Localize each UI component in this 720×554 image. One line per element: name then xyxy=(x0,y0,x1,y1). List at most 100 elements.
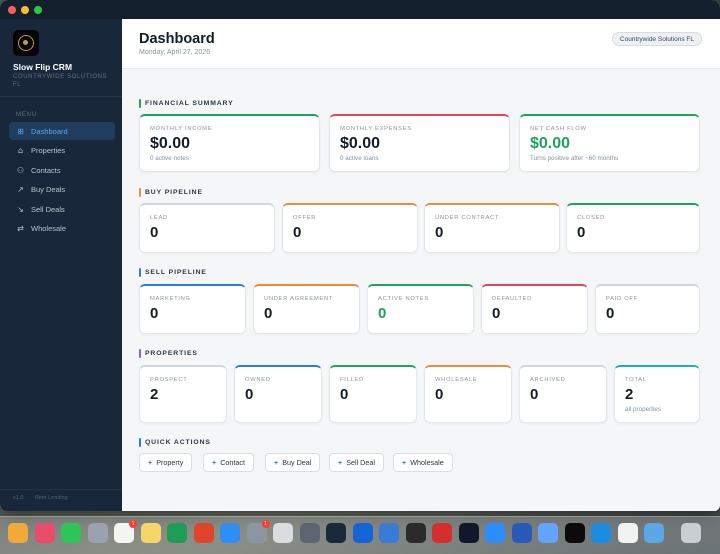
card-sub: all properties xyxy=(625,406,662,413)
add-buy-deal-button[interactable]: + Buy Deal xyxy=(265,453,321,472)
sidebar-item-label: Dashboard xyxy=(31,126,68,136)
footer-note: Rent Lending xyxy=(34,495,68,501)
add-property-button[interactable]: + Property xyxy=(139,453,193,472)
crm-icon[interactable] xyxy=(564,523,585,543)
button-label: Property xyxy=(156,458,184,467)
sidebar-item-contacts[interactable]: ⚇ Contacts xyxy=(9,161,115,179)
notes-icon[interactable] xyxy=(140,523,161,543)
users-icon: ⚇ xyxy=(16,165,25,175)
card-value: 0 xyxy=(245,386,254,403)
print-icon[interactable] xyxy=(511,523,532,543)
card-monthly-income: MONTHLY INCOME $0.00 0 active notes xyxy=(139,114,320,172)
card-active-notes: ACTIVE NOTES 0 xyxy=(367,284,474,334)
sidebar-item-wholesale[interactable]: ⇄ Wholesale xyxy=(9,220,115,238)
card-value: 0 xyxy=(150,224,159,241)
facetime-icon[interactable] xyxy=(61,523,81,543)
photos-icon[interactable] xyxy=(34,523,55,543)
title-bar xyxy=(0,0,720,19)
numbers-icon[interactable] xyxy=(167,523,187,543)
finder-icon[interactable] xyxy=(8,523,28,543)
card-label: MONTHLY INCOME xyxy=(150,126,213,132)
zoom-icon[interactable] xyxy=(485,523,505,543)
collapse-icon[interactable] xyxy=(273,523,293,543)
home-icon: ⌂ xyxy=(17,146,24,155)
sidebar-item-sell-deals[interactable]: ↘ Sell Deals xyxy=(9,200,115,218)
disk-icon[interactable] xyxy=(644,523,664,543)
card-label: CLOSED xyxy=(577,215,606,221)
plus-icon: + xyxy=(402,458,407,467)
org-selector-pill[interactable]: Countrywide Solutions FL xyxy=(611,32,702,46)
pdf-icon[interactable] xyxy=(432,523,452,543)
card-owned: OWNED 0 xyxy=(234,365,322,423)
card-prospect: PROSPECT 2 xyxy=(139,365,227,423)
chrome-icon[interactable] xyxy=(246,523,267,543)
menu-label: MENU xyxy=(16,112,37,118)
plus-icon: + xyxy=(212,458,217,467)
sidebar-footer-divider xyxy=(0,489,122,490)
notification-badge: 1 xyxy=(129,520,137,528)
contacts-icon[interactable] xyxy=(87,523,108,543)
card-label: FILLED xyxy=(340,377,364,383)
terminal-icon[interactable] xyxy=(458,523,479,543)
card-value: 0 xyxy=(577,224,586,241)
card-label: OWNED xyxy=(245,377,271,383)
close-window-button[interactable] xyxy=(8,6,16,14)
card-value: 0 xyxy=(435,386,444,403)
notification-badge: 1 xyxy=(261,520,270,528)
section-title-quick-actions: QUICK ACTIONS xyxy=(139,438,211,447)
pages-icon[interactable] xyxy=(193,523,214,543)
sidebar-item-dashboard[interactable]: ⊞ Dashboard xyxy=(9,122,115,140)
section-title-financial: FINANCIAL SUMMARY xyxy=(139,99,234,108)
logo-icon xyxy=(18,35,34,51)
card-value: 0 xyxy=(293,224,302,241)
card-label: UNDER CONTRACT xyxy=(435,215,500,221)
add-sell-deal-button[interactable]: + Sell Deal xyxy=(329,453,384,472)
card-value: 0 xyxy=(606,305,615,322)
sidebar-item-buy-deals[interactable]: ↗ Buy Deals xyxy=(9,181,115,199)
voice-memos-icon[interactable] xyxy=(617,523,638,543)
card-label: TOTAL xyxy=(625,377,647,383)
calculator-icon[interactable] xyxy=(299,523,320,543)
minimize-window-button[interactable] xyxy=(21,6,29,14)
button-label: Contact xyxy=(220,458,245,467)
section-title-buy-pipeline: BUY PIPELINE xyxy=(139,188,203,197)
add-contact-button[interactable]: + Contact xyxy=(203,453,254,472)
card-sub: 0 active loans xyxy=(340,155,379,162)
malwarebytes-icon[interactable] xyxy=(352,523,373,543)
card-archived: ARCHIVED 0 xyxy=(519,365,607,423)
sidebar-item-label: Wholesale xyxy=(31,224,67,233)
card-value: $0.00 xyxy=(340,135,381,152)
page-date: Monday, April 27, 2026 xyxy=(139,49,211,56)
sidebar-item-label: Buy Deals xyxy=(31,185,66,194)
appstore-icon[interactable] xyxy=(220,523,240,543)
card-value: 2 xyxy=(150,386,159,403)
sidebar: Slow Flip CRM COUNTRYWIDE SOLUTIONS FL M… xyxy=(0,19,122,511)
trash-icon[interactable] xyxy=(680,523,701,543)
sidebar-item-properties[interactable]: ⌂ Properties xyxy=(9,142,115,160)
version-label: v1.0 xyxy=(13,495,24,501)
card-under-agreement: UNDER AGREEMENT 0 xyxy=(253,284,360,334)
card-label: PROSPECT xyxy=(150,377,188,383)
toolbox-icon[interactable] xyxy=(326,523,346,543)
sidebar-nav: ⊞ Dashboard ⌂ Properties ⚇ Contacts ↗ Bu… xyxy=(9,122,115,239)
finder-alt-icon[interactable] xyxy=(538,523,558,543)
button-label: Sell Deal xyxy=(346,458,375,467)
card-label: OFFER xyxy=(293,215,317,221)
trend-down-icon: ↘ xyxy=(17,204,24,214)
card-value: 2 xyxy=(625,386,634,403)
add-wholesale-button[interactable]: + Wholesale xyxy=(393,453,453,472)
repeat-icon: ⇄ xyxy=(17,224,24,233)
card-sub: 0 active notes xyxy=(150,155,189,162)
poster-icon[interactable] xyxy=(405,523,426,543)
card-under-contract: UNDER CONTRACT 0 xyxy=(424,203,560,253)
reminders-icon[interactable] xyxy=(114,523,134,543)
vscode-icon[interactable] xyxy=(591,523,611,543)
preview-icon[interactable] xyxy=(379,523,399,543)
app-window: Slow Flip CRM COUNTRYWIDE SOLUTIONS FL M… xyxy=(0,0,720,511)
card-label: WHOLESALE xyxy=(435,377,478,383)
card-closed: CLOSED 0 xyxy=(566,203,700,253)
sidebar-item-label: Contacts xyxy=(31,165,61,175)
button-label: Buy Deal xyxy=(282,458,312,467)
zoom-window-button[interactable] xyxy=(34,6,42,14)
app-name: Slow Flip CRM xyxy=(13,62,73,72)
